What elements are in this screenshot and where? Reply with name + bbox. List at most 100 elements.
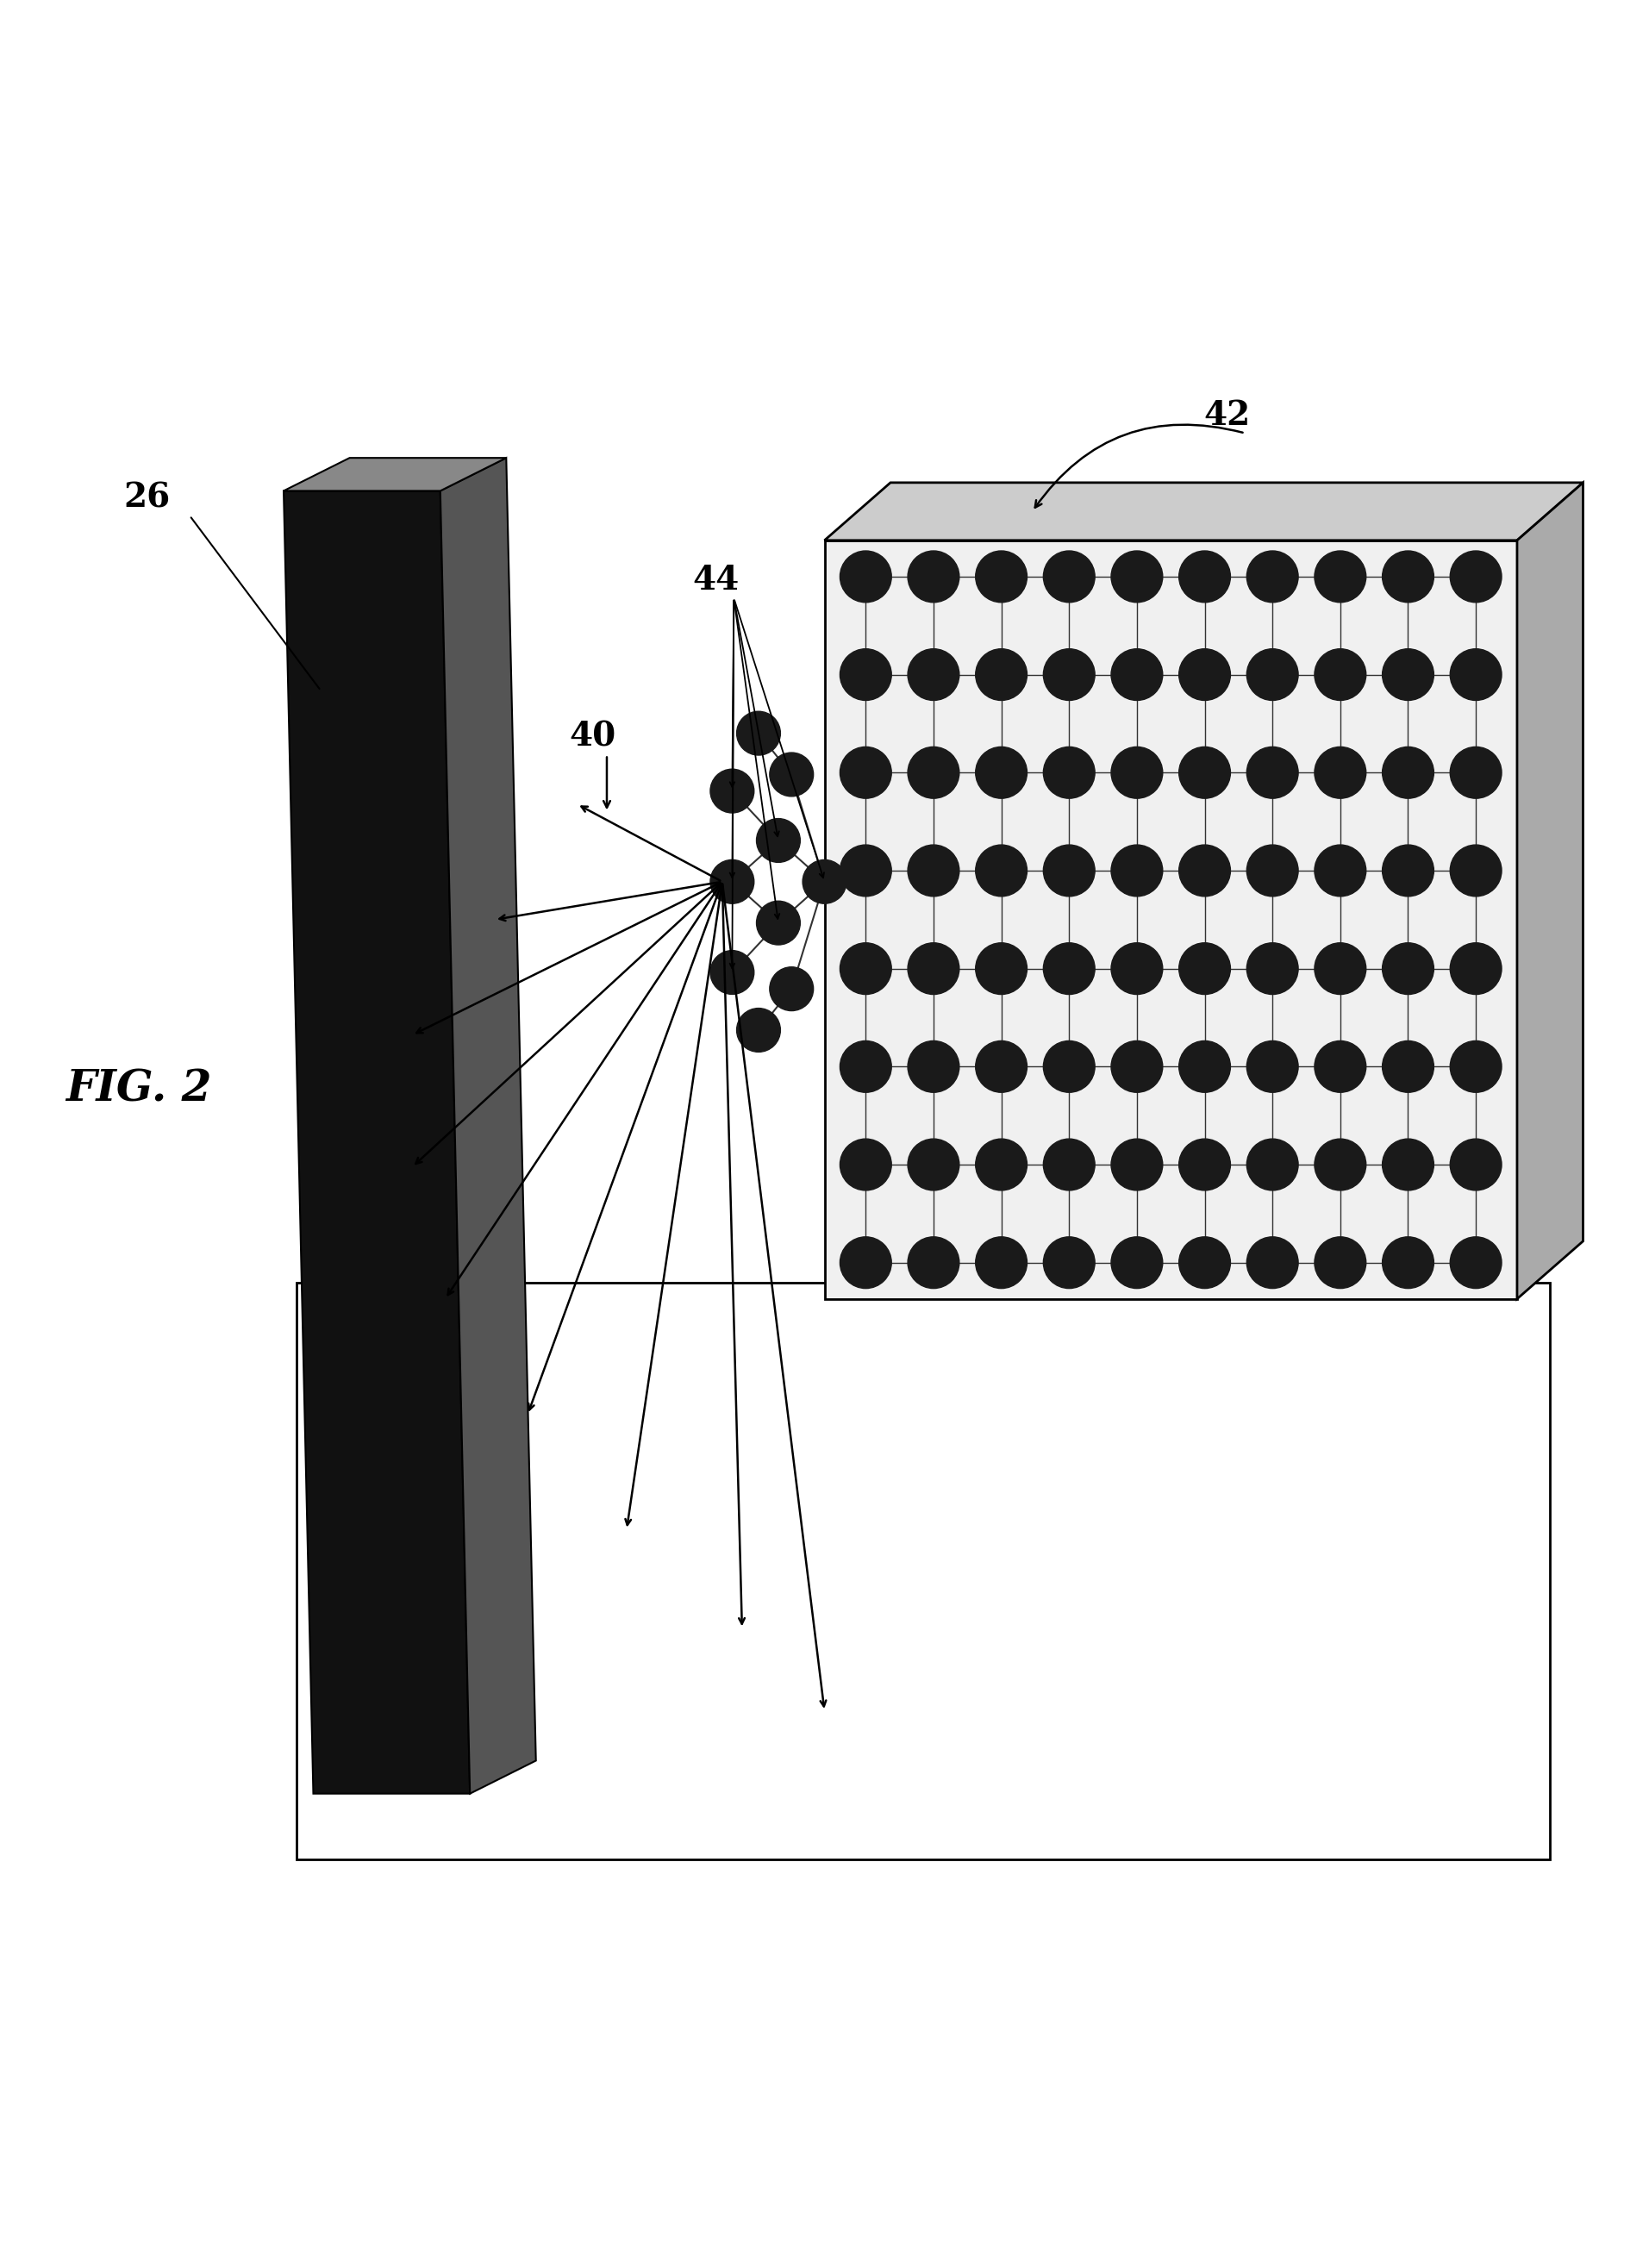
Circle shape — [711, 950, 754, 993]
Circle shape — [1179, 846, 1230, 896]
Circle shape — [1044, 746, 1095, 798]
Circle shape — [1314, 846, 1365, 896]
Circle shape — [1111, 943, 1163, 993]
Circle shape — [907, 746, 960, 798]
Circle shape — [757, 900, 800, 946]
Polygon shape — [824, 540, 1517, 1300]
Circle shape — [839, 551, 892, 603]
Circle shape — [1179, 943, 1230, 993]
Circle shape — [1179, 649, 1230, 701]
Polygon shape — [297, 1281, 1550, 1860]
Circle shape — [1314, 649, 1365, 701]
Polygon shape — [1517, 483, 1583, 1300]
Circle shape — [839, 1236, 892, 1288]
Circle shape — [711, 860, 754, 903]
Circle shape — [907, 1139, 960, 1191]
Circle shape — [839, 1041, 892, 1093]
Polygon shape — [440, 458, 536, 1794]
Circle shape — [737, 712, 780, 755]
Text: 40: 40 — [569, 721, 615, 753]
Circle shape — [757, 819, 800, 862]
Circle shape — [907, 1041, 960, 1093]
Circle shape — [1179, 1041, 1230, 1093]
Circle shape — [1449, 551, 1502, 603]
Circle shape — [1179, 1236, 1230, 1288]
Circle shape — [839, 746, 892, 798]
Text: 42: 42 — [1204, 399, 1250, 431]
Circle shape — [976, 1236, 1027, 1288]
Circle shape — [1449, 1236, 1502, 1288]
Circle shape — [907, 943, 960, 993]
Circle shape — [1314, 1041, 1365, 1093]
Circle shape — [1044, 649, 1095, 701]
Circle shape — [1382, 943, 1435, 993]
Circle shape — [976, 551, 1027, 603]
Circle shape — [1449, 943, 1502, 993]
Polygon shape — [284, 490, 470, 1794]
Circle shape — [1111, 1139, 1163, 1191]
Circle shape — [1314, 1139, 1365, 1191]
Circle shape — [1179, 1139, 1230, 1191]
Circle shape — [803, 860, 846, 903]
Circle shape — [1247, 649, 1298, 701]
Circle shape — [1247, 943, 1298, 993]
Circle shape — [907, 846, 960, 896]
Circle shape — [1179, 551, 1230, 603]
Circle shape — [770, 966, 813, 1012]
Polygon shape — [824, 483, 1583, 540]
Circle shape — [839, 943, 892, 993]
Circle shape — [1044, 1236, 1095, 1288]
Circle shape — [1111, 1041, 1163, 1093]
Circle shape — [737, 1009, 780, 1052]
Circle shape — [976, 943, 1027, 993]
Circle shape — [976, 1041, 1027, 1093]
Circle shape — [711, 769, 754, 812]
Circle shape — [1382, 1236, 1435, 1288]
Circle shape — [1044, 1041, 1095, 1093]
Circle shape — [976, 649, 1027, 701]
Circle shape — [1247, 1041, 1298, 1093]
Circle shape — [1314, 943, 1365, 993]
Circle shape — [1449, 846, 1502, 896]
Circle shape — [907, 649, 960, 701]
Circle shape — [1247, 846, 1298, 896]
Circle shape — [1247, 551, 1298, 603]
Circle shape — [1314, 1236, 1365, 1288]
Circle shape — [1449, 1139, 1502, 1191]
Circle shape — [839, 1139, 892, 1191]
Circle shape — [1382, 1139, 1435, 1191]
Circle shape — [1044, 846, 1095, 896]
Text: FIG. 2: FIG. 2 — [66, 1068, 213, 1111]
Circle shape — [1179, 746, 1230, 798]
Text: 44: 44 — [693, 565, 739, 596]
Circle shape — [1044, 943, 1095, 993]
Circle shape — [907, 551, 960, 603]
Circle shape — [1247, 1236, 1298, 1288]
Circle shape — [1382, 846, 1435, 896]
Circle shape — [1382, 746, 1435, 798]
Circle shape — [1247, 746, 1298, 798]
Circle shape — [770, 753, 813, 796]
Circle shape — [1382, 551, 1435, 603]
Circle shape — [1247, 1139, 1298, 1191]
Text: 26: 26 — [124, 481, 170, 515]
Circle shape — [839, 846, 892, 896]
Circle shape — [1449, 649, 1502, 701]
Circle shape — [1111, 846, 1163, 896]
Circle shape — [1314, 746, 1365, 798]
Circle shape — [1111, 551, 1163, 603]
Circle shape — [1382, 649, 1435, 701]
Circle shape — [1044, 1139, 1095, 1191]
Circle shape — [976, 746, 1027, 798]
Circle shape — [1314, 551, 1365, 603]
Polygon shape — [284, 458, 506, 490]
Circle shape — [1044, 551, 1095, 603]
Circle shape — [1449, 746, 1502, 798]
Circle shape — [1111, 1236, 1163, 1288]
Circle shape — [1449, 1041, 1502, 1093]
Circle shape — [1111, 649, 1163, 701]
Circle shape — [976, 846, 1027, 896]
Circle shape — [1111, 746, 1163, 798]
Circle shape — [839, 649, 892, 701]
Circle shape — [1382, 1041, 1435, 1093]
